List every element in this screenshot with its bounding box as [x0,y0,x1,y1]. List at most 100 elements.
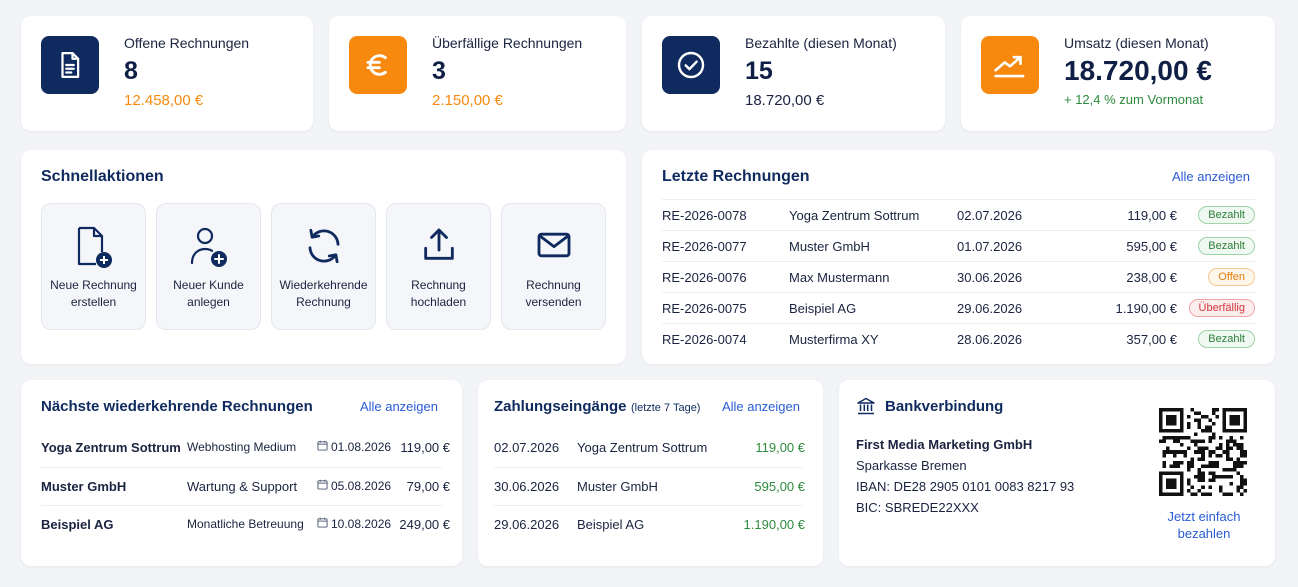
refresh-icon [308,228,339,264]
kpi-value: 3 [432,57,446,85]
kpi-label: Bezahlte (diesen Monat) [745,35,897,51]
bank-bic: BIC: SBREDE22XXX [856,500,979,515]
quick-actions-card: Schnellaktionen Neue Rechnung erstellen N… [21,150,626,364]
status-badge: Bezahlt [1198,237,1255,255]
invoice-amount: 357,00 € [1126,332,1177,347]
qa-label-line: Rechnung [411,278,466,292]
upload-icon [423,228,454,260]
list-item[interactable]: 30.06.2026 Muster GmbH 595,00 € [494,467,805,505]
document-icon [41,36,99,94]
new-customer-button[interactable]: Neuer Kunde anlegen [156,203,261,330]
invoice-date: 28.06.2026 [957,332,1023,347]
status-badge: Bezahlt [1198,330,1255,348]
qa-label-line: Rechnung [296,295,351,309]
invoice-date: 30.06.2026 [957,270,1023,285]
kpi-sub: + 12,4 % zum Vormonat [1064,92,1204,107]
payment-customer: Muster GmbH [577,479,658,494]
invoice-number: RE-2026-0075 [662,301,747,316]
invoice-customer: Muster GmbH [789,239,870,254]
recurring-invoices-title: Nächste wiederkehrende Rechnungen [41,398,313,415]
qr-caption-line: Jetzt einfach [1167,509,1241,524]
invoice-customer: Beispiel AG [789,301,857,316]
new-invoice-button[interactable]: Neue Rechnung erstellen [41,203,146,330]
kpi-value: 8 [124,57,138,85]
recurring-service: Wartung & Support [187,479,298,494]
kpi-sub: 18.720,00 € [745,92,825,109]
upload-invoice-button[interactable]: Rechnung hochladen [386,203,491,330]
calendar-icon [317,439,328,454]
list-item[interactable]: Beispiel AG Monatliche Betreuung 10.08.2… [41,505,450,543]
add-user-icon [190,227,227,267]
qa-label-line: Rechnung [526,278,581,292]
payments-title: Zahlungseingänge (letzte 7 Tage) [494,398,700,416]
qa-label-line: erstellen [70,295,117,309]
kpi-value: 18.720,00 € [1064,55,1212,86]
table-row[interactable]: RE-2026-0074 Musterfirma XY 28.06.2026 3… [662,323,1255,354]
recurring-amount: 249,00 € [399,517,450,532]
invoice-date: 02.07.2026 [957,208,1023,223]
qr-caption[interactable]: Jetzt einfach bezahlen [1149,508,1259,542]
recurring-service: Webhosting Medium [187,440,297,454]
qr-caption-line: bezahlen [1177,526,1231,541]
payments-title-text: Zahlungseingänge [494,398,627,415]
recurring-date: 01.08.2026 [331,440,392,454]
status-badge: Überfällig [1188,299,1255,317]
qa-label-line: Wiederkehrende [279,278,368,292]
recent-invoices-card: Letzte Rechnungen Alle anzeigen RE-2026-… [642,150,1275,364]
kpi-card-overdue[interactable]: Überfällige Rechnungen 3 2.150,00 € [329,16,626,131]
new-invoice-icon [77,226,112,268]
recurring-date: 05.08.2026 [331,479,392,493]
payment-date: 29.06.2026 [494,517,560,532]
qa-label-line: Neue Rechnung [50,278,137,292]
table-row[interactable]: RE-2026-0075 Beispiel AG 29.06.2026 1.19… [662,292,1255,323]
list-item[interactable]: 29.06.2026 Beispiel AG 1.190,00 € [494,505,805,543]
bank-icon [856,396,876,421]
qr-code[interactable] [1159,408,1247,496]
recurring-customer: Yoga Zentrum Sottrum [41,440,181,455]
invoice-date: 29.06.2026 [957,301,1023,316]
bank-card: Bankverbindung First Media Marketing Gmb… [839,380,1275,566]
qa-label-line: anlegen [187,295,230,309]
kpi-label: Umsatz (diesen Monat) [1064,35,1209,51]
list-item[interactable]: Yoga Zentrum Sottrum Webhosting Medium 0… [41,429,450,467]
table-row[interactable]: RE-2026-0076 Max Mustermann 30.06.2026 2… [662,261,1255,292]
invoice-date: 01.07.2026 [957,239,1023,254]
kpi-label: Überfällige Rechnungen [432,35,583,51]
recent-invoices-title: Letzte Rechnungen [662,168,810,185]
payment-customer: Beispiel AG [577,517,645,532]
payment-amount: 119,00 € [755,440,805,455]
bank-iban: IBAN: DE28 2905 0101 0083 8217 93 [856,479,1075,494]
bank-title: Bankverbindung [885,398,1004,415]
recent-invoices-show-all-link[interactable]: Alle anzeigen [1171,169,1250,184]
kpi-card-paid[interactable]: Bezahlte (diesen Monat) 15 18.720,00 € [642,16,945,131]
recurring-invoice-button[interactable]: Wiederkehrende Rechnung [271,203,376,330]
recurring-amount: 79,00 € [406,479,450,494]
bank-company: First Media Marketing GmbH [856,437,1033,452]
quick-actions-title: Schnellaktionen [41,168,164,185]
bank-details: First Media Marketing GmbH Sparkasse Bre… [856,434,1074,518]
list-item[interactable]: Muster GmbH Wartung & Support 05.08.2026… [41,467,450,505]
send-invoice-button[interactable]: Rechnung versenden [501,203,606,330]
status-badge: Offen [1208,268,1255,286]
calendar-icon [317,516,328,531]
recurring-customer: Beispiel AG [41,517,114,532]
kpi-sub: 12.458,00 € [124,92,204,109]
table-row[interactable]: RE-2026-0077 Muster GmbH 01.07.2026 595,… [662,230,1255,261]
payment-date: 02.07.2026 [494,440,560,455]
payment-date: 30.06.2026 [494,479,560,494]
bank-name: Sparkasse Bremen [856,458,967,473]
calendar-icon [317,478,328,493]
payments-show-all-link[interactable]: Alle anzeigen [721,399,800,414]
kpi-card-open[interactable]: Offene Rechnungen 8 12.458,00 € [21,16,313,131]
recurring-show-all-link[interactable]: Alle anzeigen [359,399,438,414]
trend-up-icon [981,36,1039,94]
check-circle-icon [662,36,720,94]
table-row[interactable]: RE-2026-0078 Yoga Zentrum Sottrum 02.07.… [662,199,1255,230]
invoice-number: RE-2026-0074 [662,332,747,347]
invoice-customer: Musterfirma XY [789,332,879,347]
invoice-number: RE-2026-0077 [662,239,747,254]
payment-amount: 595,00 € [754,479,805,494]
list-item[interactable]: 02.07.2026 Yoga Zentrum Sottrum 119,00 € [494,429,805,467]
qa-label-line: hochladen [410,295,467,309]
kpi-card-revenue[interactable]: Umsatz (diesen Monat) 18.720,00 € + 12,4… [961,16,1275,131]
